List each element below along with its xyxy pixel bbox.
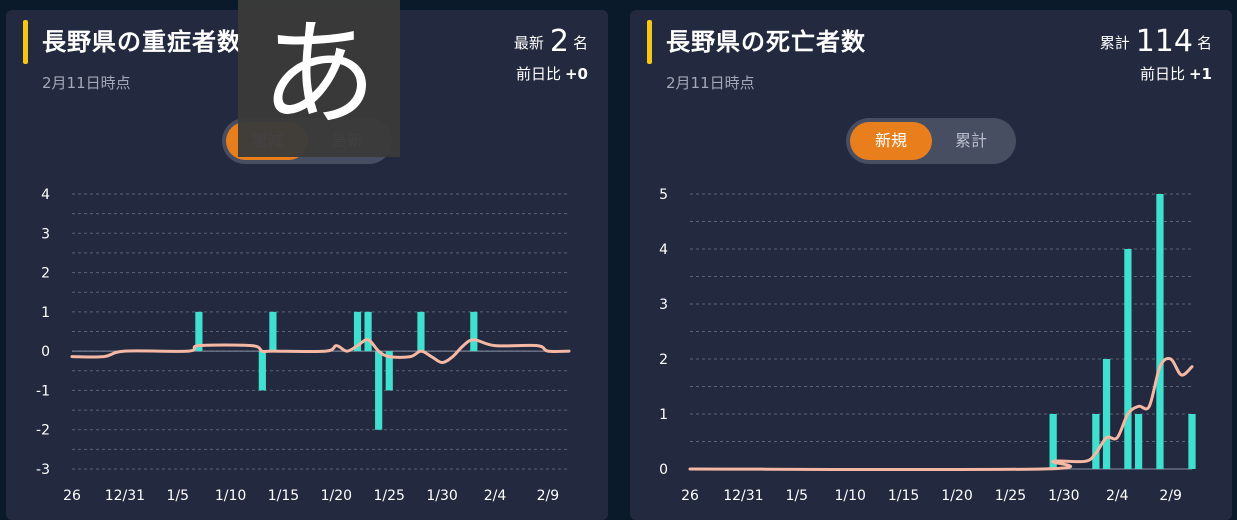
y-tick-label: 3 [659, 297, 668, 313]
toggle-cumulative-button[interactable]: 累計 [954, 131, 987, 150]
delta-value: +0 [564, 65, 588, 83]
card-subtitle: 2月11日時点 [666, 74, 755, 92]
y-tick-label: 3 [41, 226, 50, 242]
x-tick-label: 1/20 [321, 488, 352, 504]
bar-mark [195, 311, 203, 352]
toggle-new-button[interactable]: 新規 [850, 122, 932, 160]
x-tick-label: 1/25 [995, 488, 1026, 504]
y-tick-label: 4 [659, 242, 668, 258]
bar-mark [269, 311, 277, 352]
ime-mode-indicator: あ [238, 0, 400, 157]
view-toggle: 新規 累計 [846, 118, 1016, 164]
bar-mark [1124, 249, 1132, 469]
x-tick-label: 12/31 [105, 488, 145, 504]
card-title: 長野県の重症者数 [42, 28, 242, 56]
stat-label: 最新 [513, 34, 544, 52]
y-tick-label: -1 [36, 383, 50, 399]
y-tick-label: -2 [36, 423, 50, 439]
bar-mark [1092, 414, 1100, 469]
y-tick-label: -3 [36, 462, 50, 478]
bar-mark [385, 351, 393, 391]
card-title: 長野県の死亡者数 [666, 28, 866, 56]
bar-mark [375, 351, 383, 430]
delta-label: 前日比 [1139, 65, 1185, 83]
bar-mark [1102, 359, 1111, 469]
x-tick-label: 1/30 [426, 488, 457, 504]
stat-unit: 名 [1196, 34, 1212, 52]
deaths-card: 長野県の死亡者数 2月11日時点 累計 114 名 前日比 +1 新規 累計 0 1 2 3… [630, 10, 1232, 520]
stat-unit: 名 [572, 34, 588, 52]
delta-label: 前日比 [515, 65, 561, 83]
x-tick-label: 1/20 [941, 488, 972, 504]
x-tick-label: 2/4 [484, 488, 507, 504]
x-tick-label: 2/9 [1159, 488, 1182, 504]
y-tick-label: 2 [41, 266, 50, 282]
card-subtitle: 2月11日時点 [42, 74, 131, 92]
x-tick-label: 2/4 [1106, 488, 1129, 504]
x-tick-label: 12/31 [723, 488, 763, 504]
y-tick-label: 0 [659, 462, 668, 478]
bar-mark [258, 351, 266, 391]
y-tick-label: 5 [659, 187, 668, 203]
stat-value: 2 [549, 24, 569, 59]
x-tick-label: 1/5 [786, 488, 809, 504]
bar-mark [1188, 414, 1196, 469]
title-accent-bar [647, 20, 652, 64]
bar-mark [1134, 414, 1143, 469]
bar-mark [470, 311, 478, 352]
x-tick-label: 26 [63, 488, 81, 504]
x-tick-label: 1/15 [268, 488, 299, 504]
y-tick-label: 4 [41, 187, 50, 203]
y-tick-label: 2 [659, 352, 668, 368]
x-tick-label: 1/5 [166, 488, 189, 504]
stat-summary: 累計 114 名 前日比 +1 [1100, 24, 1212, 84]
bar-mark [1156, 194, 1164, 469]
x-tick-label: 2/9 [537, 488, 560, 504]
stat-value: 114 [1135, 24, 1193, 59]
title-accent-bar [23, 20, 28, 64]
x-tick-label: 1/30 [1048, 488, 1079, 504]
stat-summary: 最新 2 名 前日比 +0 [514, 24, 588, 84]
bar-mark [417, 311, 425, 352]
x-tick-label: 26 [681, 488, 699, 504]
moving-average-line [688, 357, 1194, 472]
deaths-chart: 0 1 2 3 4 5 26 12/31 1/5 1/10 1/15 1/20 1/25 1/30 2/4 2… [659, 187, 1196, 504]
x-tick-label: 1/10 [215, 488, 246, 504]
stat-label: 累計 [1099, 34, 1130, 52]
bar-mark [353, 311, 362, 352]
bar-mark [364, 311, 372, 352]
bar-mark [1049, 414, 1057, 469]
x-tick-label: 1/15 [888, 488, 919, 504]
x-tick-label: 1/25 [374, 488, 405, 504]
y-tick-label: 1 [659, 407, 668, 423]
x-tick-label: 1/10 [834, 488, 865, 504]
y-tick-label: 1 [41, 305, 50, 321]
y-tick-label: 0 [41, 344, 50, 360]
severe-cases-chart: -3 -2 -1 0 1 2 3 4 26 12/31 1/5 1/10 1/15 1/20 1/25 1/3… [36, 187, 571, 504]
moving-average-line [70, 338, 571, 365]
delta-value: +1 [1188, 65, 1212, 83]
